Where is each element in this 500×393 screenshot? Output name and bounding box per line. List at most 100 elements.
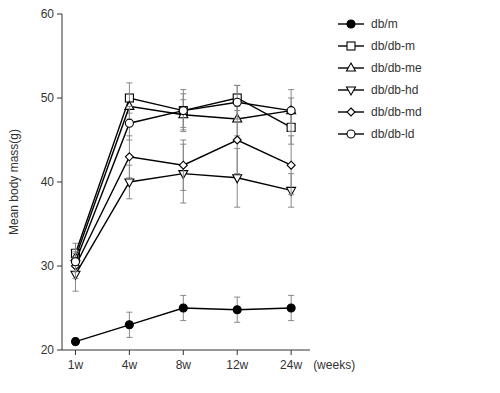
series-line: [75, 308, 291, 342]
chart: 20304050601w4w8w12w24w(weeks)Mean body m…: [0, 0, 500, 393]
y-tick: [57, 14, 62, 15]
x-tick-label: 24w: [280, 358, 302, 372]
legend-label: db/m: [371, 17, 398, 31]
legend-item: db/m: [338, 17, 398, 31]
error-bar: [180, 90, 186, 132]
x-tick-label: 12w: [226, 358, 248, 372]
x-tick: [237, 350, 238, 355]
error-bar: [180, 295, 186, 320]
error-bar-cap: [234, 119, 240, 120]
error-bar-cap: [72, 271, 78, 272]
x-tick-label: 1w: [68, 358, 84, 372]
legend-item: db/db-m: [338, 39, 415, 53]
legend-item: db/db-md: [338, 105, 422, 119]
error-bar-cap: [288, 135, 294, 136]
series: [71, 144, 296, 291]
error-bar-cap: [288, 131, 294, 132]
error-bar-cap: [180, 295, 186, 296]
marker: [179, 304, 187, 312]
error-bar: [126, 136, 132, 178]
x-tick: [291, 350, 292, 355]
marker: [287, 161, 295, 169]
marker: [71, 338, 79, 346]
error-bar: [72, 338, 78, 345]
plot-area: [71, 83, 296, 346]
error-bar: [288, 136, 294, 195]
marker: [179, 107, 187, 115]
y-axis-line: [62, 14, 63, 350]
y-tick-label: 60: [41, 7, 55, 21]
error-bar-cap: [72, 249, 78, 250]
error-bar-cap: [234, 207, 240, 208]
error-bar-cap: [126, 177, 132, 178]
y-tick: [57, 266, 62, 267]
error-bar: [288, 90, 294, 132]
marker: [287, 107, 295, 115]
legend-label: db/db-m: [371, 39, 415, 53]
y-tick-label: 20: [41, 343, 55, 357]
legend-label: db/db-me: [371, 61, 422, 75]
error-bar-cap: [126, 93, 132, 94]
error-bar-cap: [180, 140, 186, 141]
series-line: [75, 140, 291, 266]
legend-marker: [347, 130, 355, 138]
error-bar-cap: [72, 278, 78, 279]
error-bar: [288, 295, 294, 320]
legend-marker: [347, 63, 356, 71]
error-bar-cap: [288, 194, 294, 195]
error-bar-cap: [180, 190, 186, 191]
legend-marker: [347, 87, 356, 95]
error-bar-cap: [288, 89, 294, 90]
error-bar-cap: [126, 198, 132, 199]
error-bar-cap: [234, 173, 240, 174]
error-bar-cap: [126, 337, 132, 338]
marker: [287, 106, 296, 114]
error-bar-cap: [180, 203, 186, 204]
series: [71, 295, 295, 345]
marker: [125, 179, 134, 187]
series: [71, 85, 295, 271]
error-bar: [126, 106, 132, 140]
series: [71, 106, 295, 278]
error-bar-cap: [72, 251, 78, 252]
marker: [287, 304, 295, 312]
x-tick: [75, 350, 76, 355]
legend-label: db/db-ld: [371, 127, 414, 141]
error-bar-cap: [180, 131, 186, 132]
x-axis-line: [62, 350, 310, 351]
y-tick: [57, 98, 62, 99]
x-tick: [183, 350, 184, 355]
marker: [233, 306, 241, 314]
marker: [233, 98, 241, 106]
error-bar-cap: [234, 297, 240, 298]
error-bar-cap: [234, 85, 240, 86]
y-tick-label: 40: [41, 175, 55, 189]
legend-label: db/db-hd: [371, 83, 418, 97]
legend-marker: [347, 108, 355, 116]
series-line: [75, 102, 291, 262]
legend-marker: [347, 42, 355, 50]
marker: [125, 153, 133, 161]
marker: [125, 321, 133, 329]
error-bar-cap: [180, 89, 186, 90]
legend: db/m db/db-m db/db-me db/db-hd db/db-md db/db…: [338, 17, 422, 141]
marker: [233, 175, 242, 183]
legend-item: db/db-hd: [338, 83, 418, 97]
error-bar-cap: [288, 320, 294, 321]
y-axis-label: Mean body mass(g): [7, 129, 21, 235]
error-bar-cap: [180, 320, 186, 321]
marker: [125, 119, 133, 127]
error-bar: [126, 312, 132, 337]
error-bar-cap: [126, 106, 132, 107]
x-tick-label: 8w: [176, 358, 192, 372]
error-bar-cap: [126, 82, 132, 83]
legend-label: db/db-md: [371, 105, 422, 119]
error-bar-cap: [72, 243, 78, 244]
legend-item: db/db-me: [338, 61, 422, 75]
marker: [233, 136, 241, 144]
error-bar-cap: [288, 207, 294, 208]
error-bar-cap: [234, 85, 240, 86]
error-bar: [180, 140, 186, 190]
error-bar: [234, 85, 240, 119]
legend-marker: [347, 20, 355, 28]
